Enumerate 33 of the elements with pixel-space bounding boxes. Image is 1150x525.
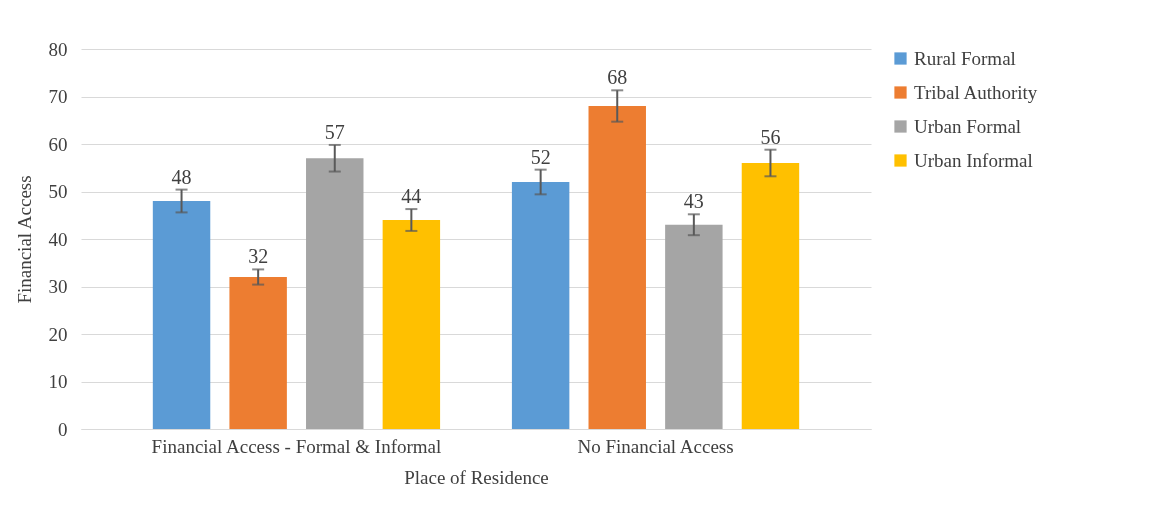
y-tick-label: 40 [48,228,68,250]
y-tick-label: 60 [48,133,68,155]
y-tick-label: 80 [48,38,68,60]
bar [152,201,211,429]
legend-label: Rural Formal [914,47,1016,69]
y-tick-label: 0 [58,418,68,440]
x-tick-label: Financial Access - Formal & Informal [151,435,442,457]
legend-label: Urban Formal [914,115,1022,137]
data-label: 44 [401,185,422,208]
y-tick-label: 20 [48,323,68,345]
data-label: 68 [607,66,628,89]
data-label: 56 [760,125,781,148]
bar [665,224,723,429]
bar [229,277,287,429]
y-axis-title: Financial Access [13,175,35,304]
bar [382,220,441,429]
bar [741,163,800,429]
bar [588,106,646,429]
legend-label: Urban Informal [914,149,1033,171]
legend-label: Tribal Authority [914,81,1038,103]
y-tick-label: 70 [48,86,68,107]
x-axis-title: Place of Residence [404,466,549,488]
y-tick-label: 50 [48,181,68,202]
bar [511,182,570,429]
data-label: 57 [324,120,345,143]
data-label: 32 [248,245,269,268]
data-label: 52 [530,145,551,168]
x-tick-label: No Financial Access [577,435,734,457]
bar [306,158,364,429]
y-tick-label: 10 [48,371,68,392]
data-label: 48 [171,165,192,188]
y-tick-label: 30 [48,276,68,297]
data-label: 43 [683,190,704,213]
